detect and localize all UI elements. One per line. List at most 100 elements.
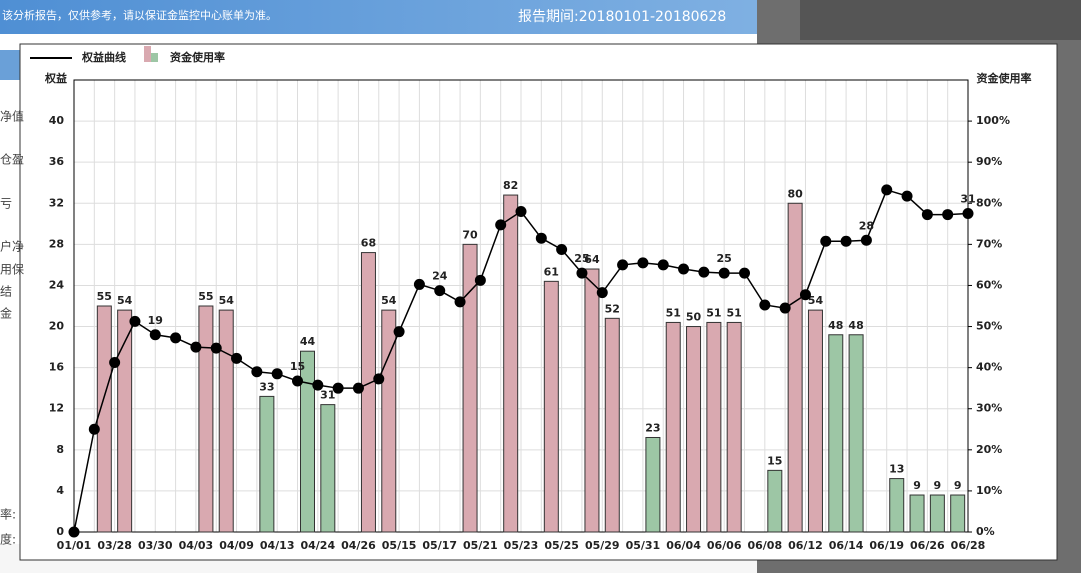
line-point	[617, 259, 629, 271]
x-tick-label: 05/25	[544, 539, 579, 552]
x-tick-label: 04/24	[300, 539, 335, 552]
x-tick-label: 05/23	[504, 539, 539, 552]
line-point	[312, 379, 324, 391]
y2-tick-label: 30%	[976, 402, 1002, 415]
line-point	[860, 234, 872, 246]
bar	[543, 280, 559, 533]
line-point	[576, 267, 588, 279]
x-tick-label: 06/28	[951, 539, 986, 552]
bar	[665, 321, 681, 533]
bar-value-label: 23	[645, 421, 660, 434]
side-label: 户净	[0, 239, 24, 254]
line-point	[454, 296, 466, 308]
bar-value-label: 15	[767, 454, 782, 467]
banner-period: 报告期间:20180101-20180628	[518, 9, 726, 25]
line-point	[474, 274, 486, 286]
line-point	[718, 267, 730, 279]
bar-value-label: 9	[954, 479, 962, 492]
bar-value-label: 48	[848, 319, 863, 332]
side-label: 用保	[0, 263, 24, 277]
line-point	[881, 184, 893, 196]
y2-tick-label: 50%	[976, 320, 1002, 333]
y2-tick-label: 10%	[976, 484, 1002, 497]
bar-value-label: 51	[706, 306, 721, 319]
line-value-label: 15	[290, 360, 305, 373]
line-point	[840, 235, 852, 247]
x-tick-label: 06/26	[910, 539, 945, 552]
y-tick-label: 8	[56, 443, 64, 456]
y2-tick-label: 70%	[976, 237, 1002, 250]
bar	[807, 309, 823, 533]
bar-value-label: 51	[666, 306, 681, 319]
bar-value-label: 54	[381, 294, 397, 307]
y-tick-label: 20	[49, 320, 65, 333]
line-point	[271, 368, 283, 380]
line-value-label: 19	[148, 314, 163, 327]
x-tick-label: 06/12	[788, 539, 823, 552]
legend-label: 权益曲线	[81, 50, 126, 64]
line-point	[88, 423, 100, 435]
bar	[767, 469, 783, 533]
bar	[259, 395, 275, 533]
line-point	[332, 382, 344, 394]
bar-value-label: 54	[117, 294, 133, 307]
bar	[950, 494, 966, 533]
side-header	[800, 0, 1081, 40]
bar-value-label: 82	[503, 179, 518, 192]
legend-swatch	[144, 46, 151, 62]
bar	[218, 309, 234, 533]
line-value-label: 25	[717, 252, 732, 265]
bar-value-label: 68	[361, 237, 376, 250]
x-tick-label: 03/28	[97, 539, 132, 552]
bar	[503, 194, 519, 533]
line-point	[231, 352, 243, 364]
bar	[117, 309, 133, 533]
line-point	[820, 235, 832, 247]
side-label: 仓盈	[0, 153, 24, 167]
bar-value-label: 61	[544, 265, 559, 278]
bar-value-label: 33	[259, 380, 274, 393]
bar-value-label: 44	[300, 335, 316, 348]
bar	[645, 436, 661, 533]
bar-value-label: 55	[97, 290, 112, 303]
bar	[929, 494, 945, 533]
x-tick-label: 04/13	[260, 539, 295, 552]
x-tick-label: 06/06	[707, 539, 742, 552]
bar	[828, 334, 844, 533]
line-point	[434, 285, 446, 297]
side-label: 结	[0, 285, 12, 299]
line-point	[556, 244, 568, 255]
y2-tick-label: 20%	[976, 443, 1002, 456]
line-point	[901, 190, 913, 202]
bar-value-label: 51	[727, 306, 742, 319]
line-point	[170, 332, 182, 344]
y2-tick-label: 100%	[976, 114, 1010, 127]
x-tick-label: 06/04	[666, 539, 701, 552]
y2-tick-label: 40%	[976, 361, 1002, 374]
line-value-label: 25	[574, 252, 589, 265]
line-point	[190, 341, 202, 353]
y-tick-label: 12	[49, 402, 64, 415]
line-point	[698, 266, 710, 278]
bar-value-label: 54	[219, 294, 235, 307]
bar-value-label: 55	[198, 290, 213, 303]
line-point	[657, 259, 669, 271]
y-tick-label: 36	[49, 155, 65, 168]
line-point	[942, 209, 954, 221]
legend-swatch	[151, 53, 158, 62]
y-tick-label: 40	[49, 114, 65, 127]
line-value-label: 31	[960, 193, 975, 206]
line-point	[637, 257, 649, 269]
line-point	[352, 382, 364, 394]
bar	[909, 494, 925, 533]
line-point	[292, 375, 303, 387]
bar	[198, 305, 214, 533]
line-point	[535, 232, 547, 244]
x-tick-label: 06/08	[747, 539, 782, 552]
line-point	[68, 526, 80, 538]
x-tick-label: 04/26	[341, 539, 376, 552]
x-tick-label: 04/03	[179, 539, 214, 552]
y2-axis-title: 资金使用率	[977, 71, 1032, 85]
legend-label: 资金使用率	[170, 50, 225, 64]
